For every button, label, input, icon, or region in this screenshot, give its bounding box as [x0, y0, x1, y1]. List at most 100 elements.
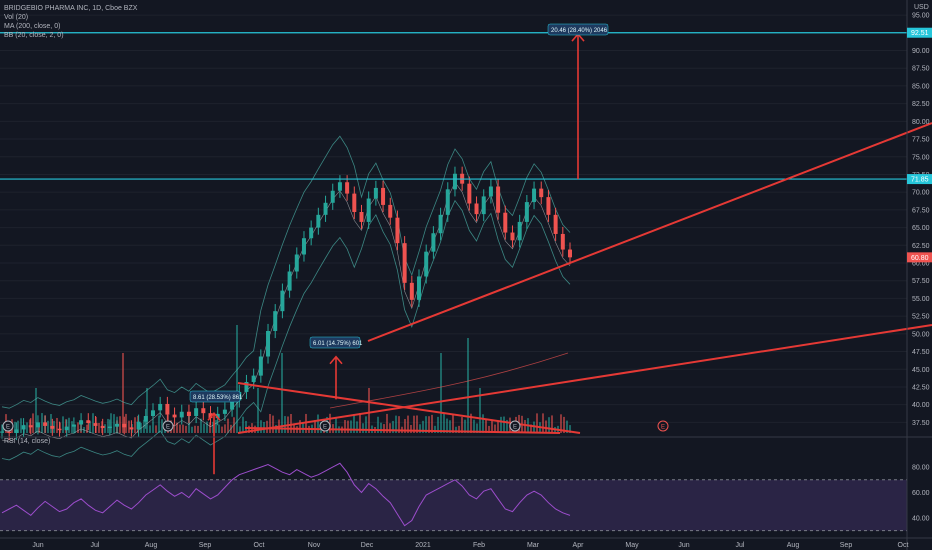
volume-bar	[128, 420, 130, 433]
price-candles	[0, 166, 572, 441]
candle-body	[539, 188, 544, 198]
candle-body	[230, 400, 235, 410]
volume-bar	[530, 424, 532, 433]
earnings-marker[interactable]	[657, 420, 669, 432]
rsi-panel	[0, 462, 907, 532]
rsi-line	[1, 462, 571, 527]
candle-body	[381, 187, 386, 205]
volume-bar	[569, 425, 571, 433]
volume-bar	[242, 416, 244, 433]
candle-body	[172, 414, 177, 418]
price-tick-label: 57.50	[912, 278, 930, 285]
indicator-ma[interactable]: MA (200, close, 0)	[4, 23, 61, 30]
price-tick-label: 65.00	[912, 225, 930, 232]
volume-bar	[434, 425, 436, 433]
price-tick-label: 40.00	[912, 402, 930, 409]
candle-body	[402, 243, 407, 283]
indicator-rsi[interactable]: RSI (14, close)	[4, 438, 51, 445]
volume-bar	[89, 421, 91, 433]
time-tick-label: Nov	[308, 542, 321, 549]
volume-bar	[413, 415, 415, 433]
earnings-marker[interactable]	[509, 420, 521, 432]
earnings-marker-label: E	[6, 425, 10, 431]
volume-bar	[161, 419, 163, 433]
candle-body	[330, 190, 335, 203]
volume-bar	[464, 419, 466, 433]
volume-bar	[77, 422, 79, 433]
rsi-tick-label: 40.00	[912, 515, 930, 522]
volume-bar	[32, 413, 34, 433]
volume-bar	[17, 420, 19, 433]
candle-body	[266, 331, 271, 357]
earnings-marker[interactable]	[162, 420, 174, 432]
volume-bar	[461, 417, 463, 433]
trend-line[interactable]	[244, 427, 561, 434]
indicator-volume[interactable]: Vol (20)	[4, 14, 29, 21]
volume-bar	[476, 423, 478, 433]
time-tick-label: Jun	[32, 542, 43, 549]
volume-bar	[383, 424, 385, 433]
volume-bar	[452, 414, 454, 433]
trend-line[interactable]	[367, 122, 932, 342]
volume-bar	[50, 414, 52, 433]
volume-bar	[155, 425, 157, 433]
candle-body	[273, 311, 278, 331]
candle-body	[452, 173, 457, 190]
volume-bar	[254, 425, 256, 433]
volume-bar	[176, 422, 178, 433]
horizontal-levels[interactable]	[0, 32, 907, 180]
indicator-bb[interactable]: BB (20, close, 2, 0)	[4, 32, 64, 39]
volume-bar	[209, 422, 211, 433]
volume-bar	[389, 423, 391, 433]
candle-body	[301, 238, 306, 255]
volume-bar	[494, 424, 496, 433]
volume-bar	[524, 420, 526, 433]
volume-bar	[359, 413, 361, 433]
volume-bar	[368, 388, 370, 433]
volume-bar	[416, 415, 418, 433]
volume-bar	[215, 419, 217, 433]
volume-bar	[314, 420, 316, 433]
candle-body	[93, 423, 98, 426]
volume-bar	[506, 419, 508, 433]
time-tick-label: Jul	[91, 542, 100, 549]
volume-bar	[248, 425, 250, 433]
candle-body	[316, 214, 321, 228]
time-tick-label: May	[625, 542, 639, 549]
measure-labels: 8.61 (28.53%) 861 6.01 (14.75%) 601 20.46 …	[189, 23, 609, 403]
candle-body	[222, 409, 227, 414]
volume-bar	[92, 413, 94, 433]
measure-arrow-head[interactable]	[329, 355, 343, 365]
volume-bar	[458, 425, 460, 433]
price-tick-label: 60.00	[912, 261, 930, 268]
candle-body	[553, 214, 558, 234]
measure-arrow-head[interactable]	[207, 412, 221, 421]
volume-bar	[245, 420, 247, 433]
volume-bar	[386, 413, 388, 433]
volume-bar	[446, 418, 448, 433]
candle-body	[352, 193, 357, 212]
volume-bar	[266, 420, 268, 433]
volume-bar	[353, 414, 355, 433]
symbol-title[interactable]: BRIDGEBIO PHARMA INC, 1D, Cboe BZX	[4, 5, 138, 12]
volume-bar	[239, 426, 241, 433]
time-tick-label: Aug	[145, 542, 158, 549]
trend-line[interactable]	[237, 382, 581, 434]
trend-line[interactable]	[237, 324, 932, 434]
price-tick-label: 62.50	[912, 243, 930, 250]
volume-bar	[356, 421, 358, 433]
price-tick-label: 47.50	[912, 349, 930, 356]
time-tick-label: Jun	[678, 542, 689, 549]
trend-lines[interactable]	[237, 122, 932, 434]
volume-bar	[65, 419, 67, 433]
volume-bar	[305, 413, 307, 433]
volume-bar	[422, 420, 424, 433]
volume-bar	[563, 416, 565, 433]
time-tick-label: Apr	[573, 542, 585, 549]
price-tag	[907, 252, 932, 263]
earnings-marker[interactable]	[2, 420, 14, 432]
candle-body	[445, 189, 450, 215]
earnings-marker[interactable]	[319, 420, 331, 432]
